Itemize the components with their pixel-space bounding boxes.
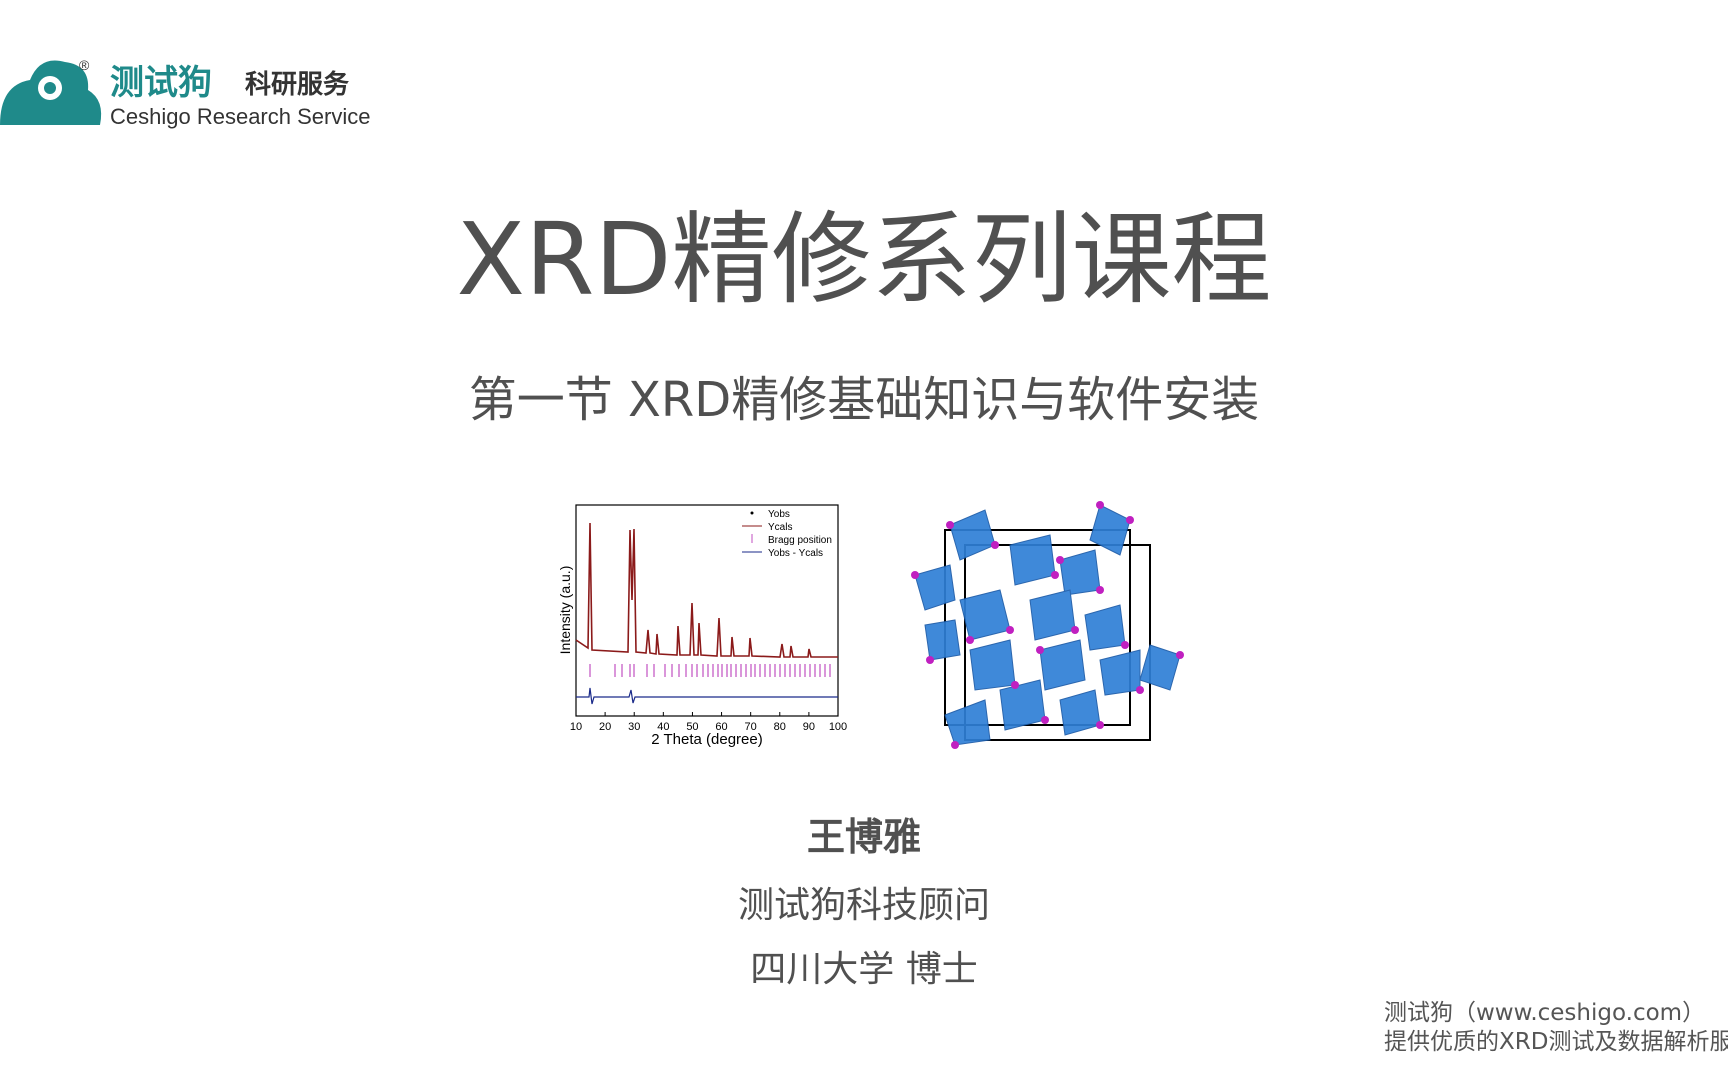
slide-title: XRD精修系列课程 — [456, 201, 1272, 318]
watermark-line: 提供优质的XRD测试及数据解析服 — [1384, 1029, 1728, 1055]
legend-label: Yobs — [768, 509, 790, 520]
y-axis-label: Intensity (a.u.) — [557, 566, 573, 655]
crystal-structure — [911, 501, 1184, 749]
presenter-role: 测试狗科技顾问 — [737, 885, 990, 926]
legend-label: Yobs - Ycals — [768, 548, 823, 559]
x-axis-label: 2 Theta (degree) — [651, 731, 762, 748]
logo-mark — [0, 60, 102, 125]
presenter-name: 王博雅 — [806, 815, 921, 859]
yobs-curve — [575, 522, 838, 658]
x-tick-label: 30 — [628, 721, 640, 733]
plot-frame — [575, 504, 839, 717]
x-tick-label: 80 — [774, 721, 786, 733]
legend-marker — [750, 511, 754, 515]
watermark-line: 测试狗（www.ceshigo.com） — [1384, 1000, 1706, 1026]
slide-subtitle: 第一节 XRD精修基础知识与软件安装 — [468, 372, 1260, 428]
x-axis: 10 20 30 40 50 60 70 80 90 100 — [570, 712, 847, 733]
difference-curve — [576, 687, 838, 705]
logo-registered: ® — [79, 57, 90, 73]
presenter-affiliation: 四川大学 博士 — [750, 949, 978, 990]
x-tick-label: 60 — [715, 721, 727, 733]
x-tick-label: 20 — [599, 721, 611, 733]
logo-english: Ceshigo Research Service — [110, 104, 370, 129]
legend-label: Bragg position — [768, 535, 832, 546]
x-tick-label: 10 — [570, 721, 582, 733]
logo-brand: 测试狗 — [110, 64, 212, 102]
legend: Yobs Ycals Bragg position Yobs - Ycals — [742, 509, 832, 559]
logo-tagline: 科研服务 — [245, 69, 349, 99]
x-tick-label: 40 — [657, 721, 669, 733]
legend-label: Ycals — [768, 522, 792, 533]
xrd-figure: 10 20 30 40 50 60 70 80 90 100 2 Theta (degree) I… — [557, 504, 847, 748]
x-tick-label: 100 — [829, 721, 847, 733]
x-tick-label: 70 — [745, 721, 757, 733]
x-tick-label: 50 — [686, 721, 698, 733]
bragg-ticks — [589, 664, 831, 677]
x-tick-label: 90 — [803, 721, 815, 733]
